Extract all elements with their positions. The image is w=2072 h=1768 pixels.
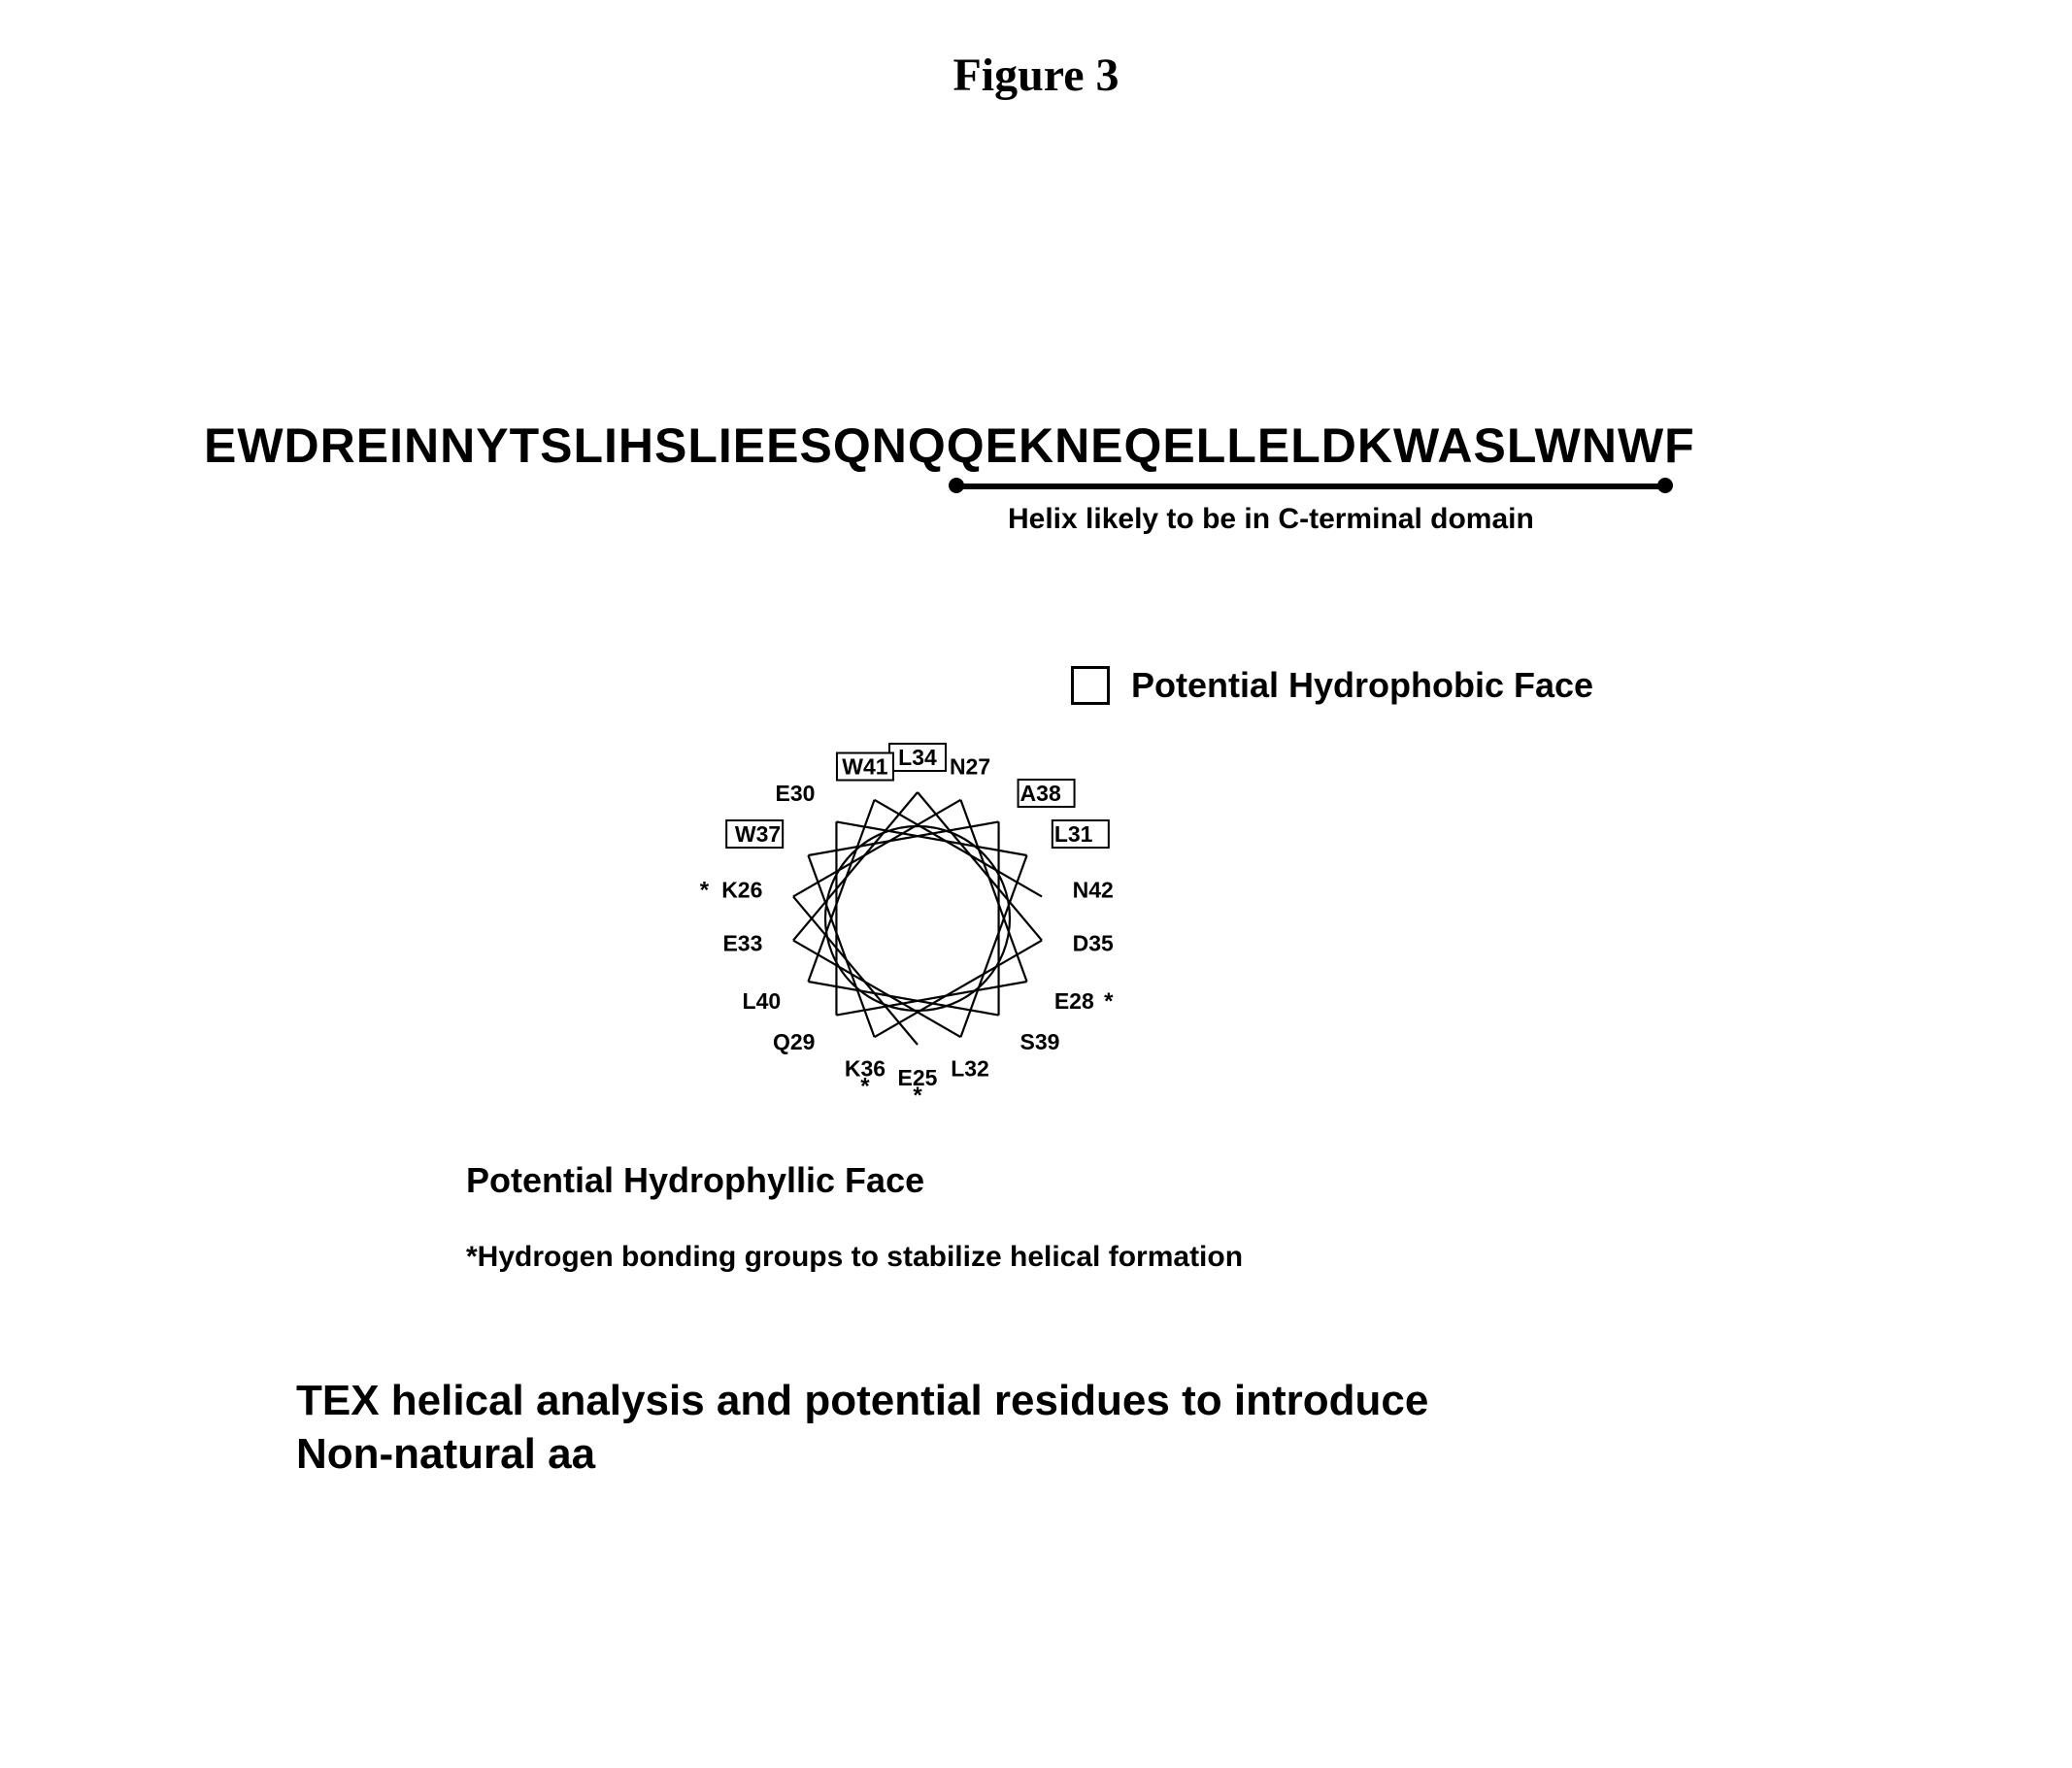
residue-S39: S39 <box>1020 1029 1060 1054</box>
residue-E30: E30 <box>776 781 816 806</box>
star-icon: * <box>860 1073 870 1099</box>
hydrophobic-legend: Potential Hydrophobic Face <box>1071 665 1593 706</box>
figure-title: Figure 3 <box>0 49 2072 102</box>
sequence-underline <box>956 484 1665 489</box>
residue-W37: W37 <box>735 821 781 847</box>
residue-L32: L32 <box>951 1055 989 1081</box>
residue-N27: N27 <box>950 754 990 780</box>
hydrophilic-label: Potential Hydrophyllic Face <box>466 1160 924 1201</box>
bottom-caption-line1: TEX helical analysis and potential resid… <box>296 1377 1428 1424</box>
residue-W41: W41 <box>842 754 888 780</box>
residue-L34: L34 <box>898 745 937 770</box>
footnote: *Hydrogen bonding groups to stabilize he… <box>466 1241 1243 1274</box>
residue-L40: L40 <box>743 988 782 1014</box>
bottom-caption-line2: Non-natural aa <box>296 1430 595 1478</box>
helix-caption: Helix likely to be in C-terminal domain <box>1008 503 1534 536</box>
residue-Q29: Q29 <box>773 1029 815 1054</box>
star-icon: * <box>700 878 710 904</box>
residue-K26: K26 <box>721 878 762 903</box>
residue-E33: E33 <box>722 930 762 955</box>
helical-wheel: E25*K26*N27E28*Q29E30L31L32E33L34D35K36*… <box>660 728 1204 1136</box>
residue-D35: D35 <box>1073 930 1114 955</box>
sequence-text: EWDREINNYTSLIHSLIEESQNQQEKNEQELLELDKWASL… <box>204 417 1695 474</box>
residue-N42: N42 <box>1073 878 1114 903</box>
bottom-caption: TEX helical analysis and potential resid… <box>296 1374 1428 1481</box>
residue-E28: E28 <box>1054 988 1094 1014</box>
star-icon: * <box>913 1083 922 1109</box>
legend-label: Potential Hydrophobic Face <box>1131 665 1593 706</box>
residue-L31: L31 <box>1054 821 1093 847</box>
residue-A38: A38 <box>1020 781 1061 806</box>
legend-box-icon <box>1071 666 1110 705</box>
star-icon: * <box>1104 988 1114 1015</box>
